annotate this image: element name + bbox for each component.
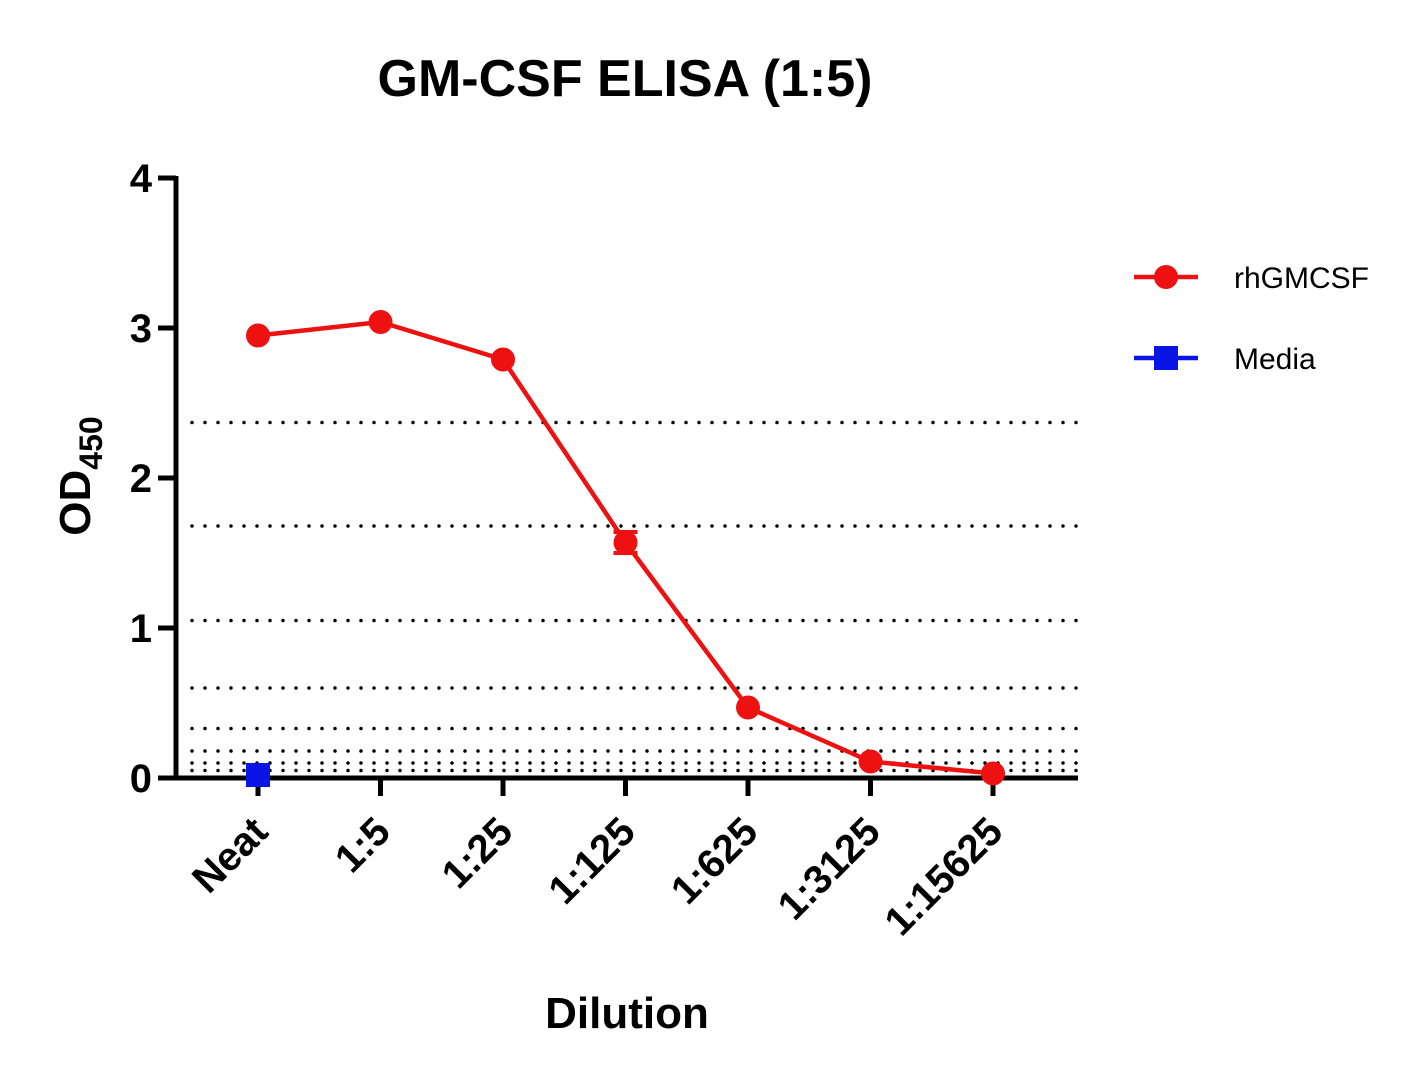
reference-lines [190, 420, 1080, 773]
series-1 [246, 763, 270, 787]
legend-label-1: Media [1234, 343, 1316, 376]
svg-text:OD450: OD450 [51, 416, 109, 535]
legend-item-1: Media [1134, 343, 1316, 376]
legend-marker-1 [1154, 346, 1178, 370]
data-point-0-2 [491, 347, 515, 372]
data-point-0-0 [246, 323, 270, 348]
x-tick-label-5: 1:3125 [770, 809, 889, 928]
data-point-0-4 [736, 695, 760, 720]
legend-item-0: rhGMCSF [1134, 262, 1369, 295]
x-tick-label-1: 1:5 [327, 809, 399, 881]
data-point-0-3 [613, 530, 638, 555]
data-point-0-1 [368, 310, 393, 334]
x-tick-label-6: 1:15625 [876, 809, 1011, 944]
y-tick-label-2: 2 [130, 457, 152, 501]
data-point-0-6 [981, 761, 1005, 786]
chart-title: GM-CSF ELISA (1:5) [378, 50, 873, 108]
x-tick-label-3: 1:125 [540, 809, 643, 912]
y-axis-title: OD450 [51, 416, 109, 535]
x-tick-label-0: Neat [184, 809, 276, 901]
legend: rhGMCSF Media [1134, 262, 1369, 376]
y-tick-label-0: 0 [130, 757, 152, 801]
series-0 [246, 310, 1005, 786]
y-tick-label-4: 4 [130, 157, 153, 201]
data-point-1-0 [246, 763, 270, 787]
x-axis-title: Dilution [545, 989, 709, 1038]
legend-marker-0 [1154, 265, 1178, 289]
data-point-0-5 [858, 749, 883, 774]
series-layer [246, 310, 1005, 787]
x-tick-label-4: 1:625 [663, 809, 766, 912]
y-tick-label-1: 1 [130, 607, 152, 651]
y-axis-title-main: OD [51, 470, 100, 536]
x-tick-label-2: 1:25 [434, 809, 522, 897]
y-axis-title-subscript: 450 [73, 416, 109, 469]
legend-label-0: rhGMCSF [1234, 262, 1369, 295]
y-tick-label-3: 3 [130, 307, 152, 351]
